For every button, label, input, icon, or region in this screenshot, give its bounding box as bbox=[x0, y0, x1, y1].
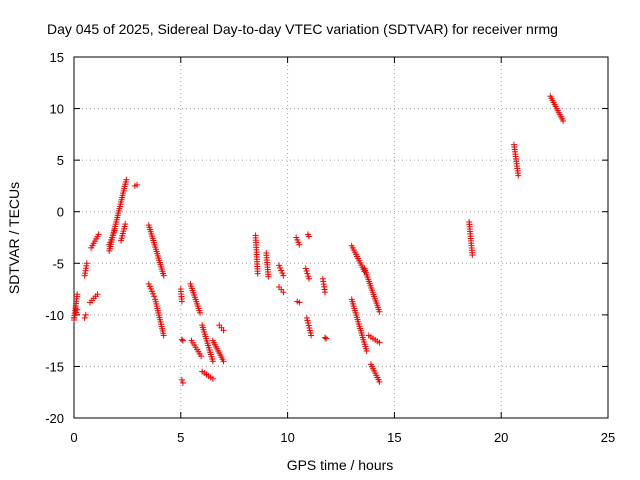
x-tick-label: 5 bbox=[177, 430, 184, 445]
data-point bbox=[279, 270, 286, 277]
data-point bbox=[308, 332, 315, 339]
data-point bbox=[94, 291, 101, 298]
data-point bbox=[303, 268, 310, 275]
data-point bbox=[302, 265, 309, 272]
data-point bbox=[376, 339, 383, 346]
data-point bbox=[160, 272, 167, 279]
y-tick-label: -20 bbox=[45, 411, 64, 426]
data-point bbox=[305, 275, 312, 282]
data-point bbox=[81, 314, 88, 321]
data-points bbox=[71, 93, 567, 386]
data-point bbox=[74, 291, 81, 298]
data-point bbox=[160, 332, 167, 339]
data-point bbox=[305, 273, 312, 280]
data-point bbox=[82, 311, 89, 318]
axis-ticks: 0 5 10 15 20 25 -20 -15 -10 -5 0 5 10 15 bbox=[45, 50, 615, 445]
x-tick-label: 15 bbox=[387, 430, 401, 445]
data-point bbox=[179, 337, 186, 344]
data-point bbox=[178, 298, 185, 305]
data-point bbox=[306, 324, 313, 331]
y-tick-label: -15 bbox=[45, 359, 64, 374]
data-point bbox=[220, 358, 227, 365]
y-tick-label: -10 bbox=[45, 308, 64, 323]
data-point bbox=[197, 309, 204, 316]
data-point bbox=[254, 270, 261, 277]
data-point bbox=[151, 293, 158, 300]
data-point bbox=[515, 172, 522, 179]
data-point bbox=[178, 376, 185, 383]
data-point bbox=[376, 378, 383, 385]
data-point bbox=[280, 289, 287, 296]
data-point bbox=[305, 319, 312, 326]
data-point bbox=[296, 241, 303, 248]
y-tick-label: -5 bbox=[52, 256, 64, 271]
data-point bbox=[296, 299, 303, 306]
y-tick-label: 10 bbox=[50, 102, 64, 117]
data-point bbox=[376, 308, 383, 315]
grid bbox=[74, 57, 608, 418]
data-point bbox=[304, 317, 311, 324]
data-point bbox=[304, 270, 311, 277]
data-point bbox=[220, 327, 227, 334]
x-axis-title: GPS time / hours bbox=[287, 457, 394, 473]
data-point bbox=[276, 262, 283, 269]
data-point bbox=[321, 289, 328, 296]
data-point bbox=[111, 227, 118, 234]
data-point bbox=[134, 181, 141, 188]
data-point bbox=[74, 306, 81, 313]
data-point bbox=[123, 176, 130, 183]
data-point bbox=[83, 260, 90, 267]
data-point bbox=[179, 379, 186, 386]
data-point bbox=[560, 117, 567, 124]
data-point bbox=[277, 264, 284, 271]
chart-title: Day 045 of 2025, Sidereal Day-to-day VTE… bbox=[47, 21, 558, 37]
data-point bbox=[209, 358, 216, 365]
data-point bbox=[209, 375, 216, 382]
y-tick-label: 0 bbox=[57, 205, 64, 220]
data-point bbox=[122, 221, 129, 228]
data-point bbox=[323, 335, 330, 342]
data-point bbox=[198, 353, 205, 360]
y-tick-label: 15 bbox=[50, 50, 64, 65]
data-point bbox=[278, 267, 285, 274]
y-axis-title: SDTVAR / TECUs bbox=[6, 182, 22, 294]
data-point bbox=[73, 309, 80, 316]
plot-frame bbox=[73, 56, 609, 419]
data-point bbox=[178, 336, 185, 343]
data-point bbox=[303, 314, 310, 321]
data-point bbox=[71, 314, 77, 321]
data-point bbox=[280, 272, 287, 279]
y-tick-label: 5 bbox=[57, 153, 64, 168]
data-point bbox=[321, 334, 328, 341]
data-point bbox=[265, 273, 272, 280]
x-tick-label: 10 bbox=[280, 430, 294, 445]
data-point bbox=[95, 231, 102, 238]
data-point bbox=[363, 347, 370, 354]
x-tick-label: 0 bbox=[70, 430, 77, 445]
x-tick-label: 20 bbox=[494, 430, 508, 445]
data-point bbox=[307, 329, 314, 336]
data-point bbox=[305, 322, 312, 329]
x-tick-label: 25 bbox=[601, 430, 615, 445]
data-point bbox=[72, 312, 79, 319]
data-point bbox=[469, 252, 476, 259]
data-point bbox=[306, 327, 313, 334]
data-point bbox=[305, 233, 312, 240]
